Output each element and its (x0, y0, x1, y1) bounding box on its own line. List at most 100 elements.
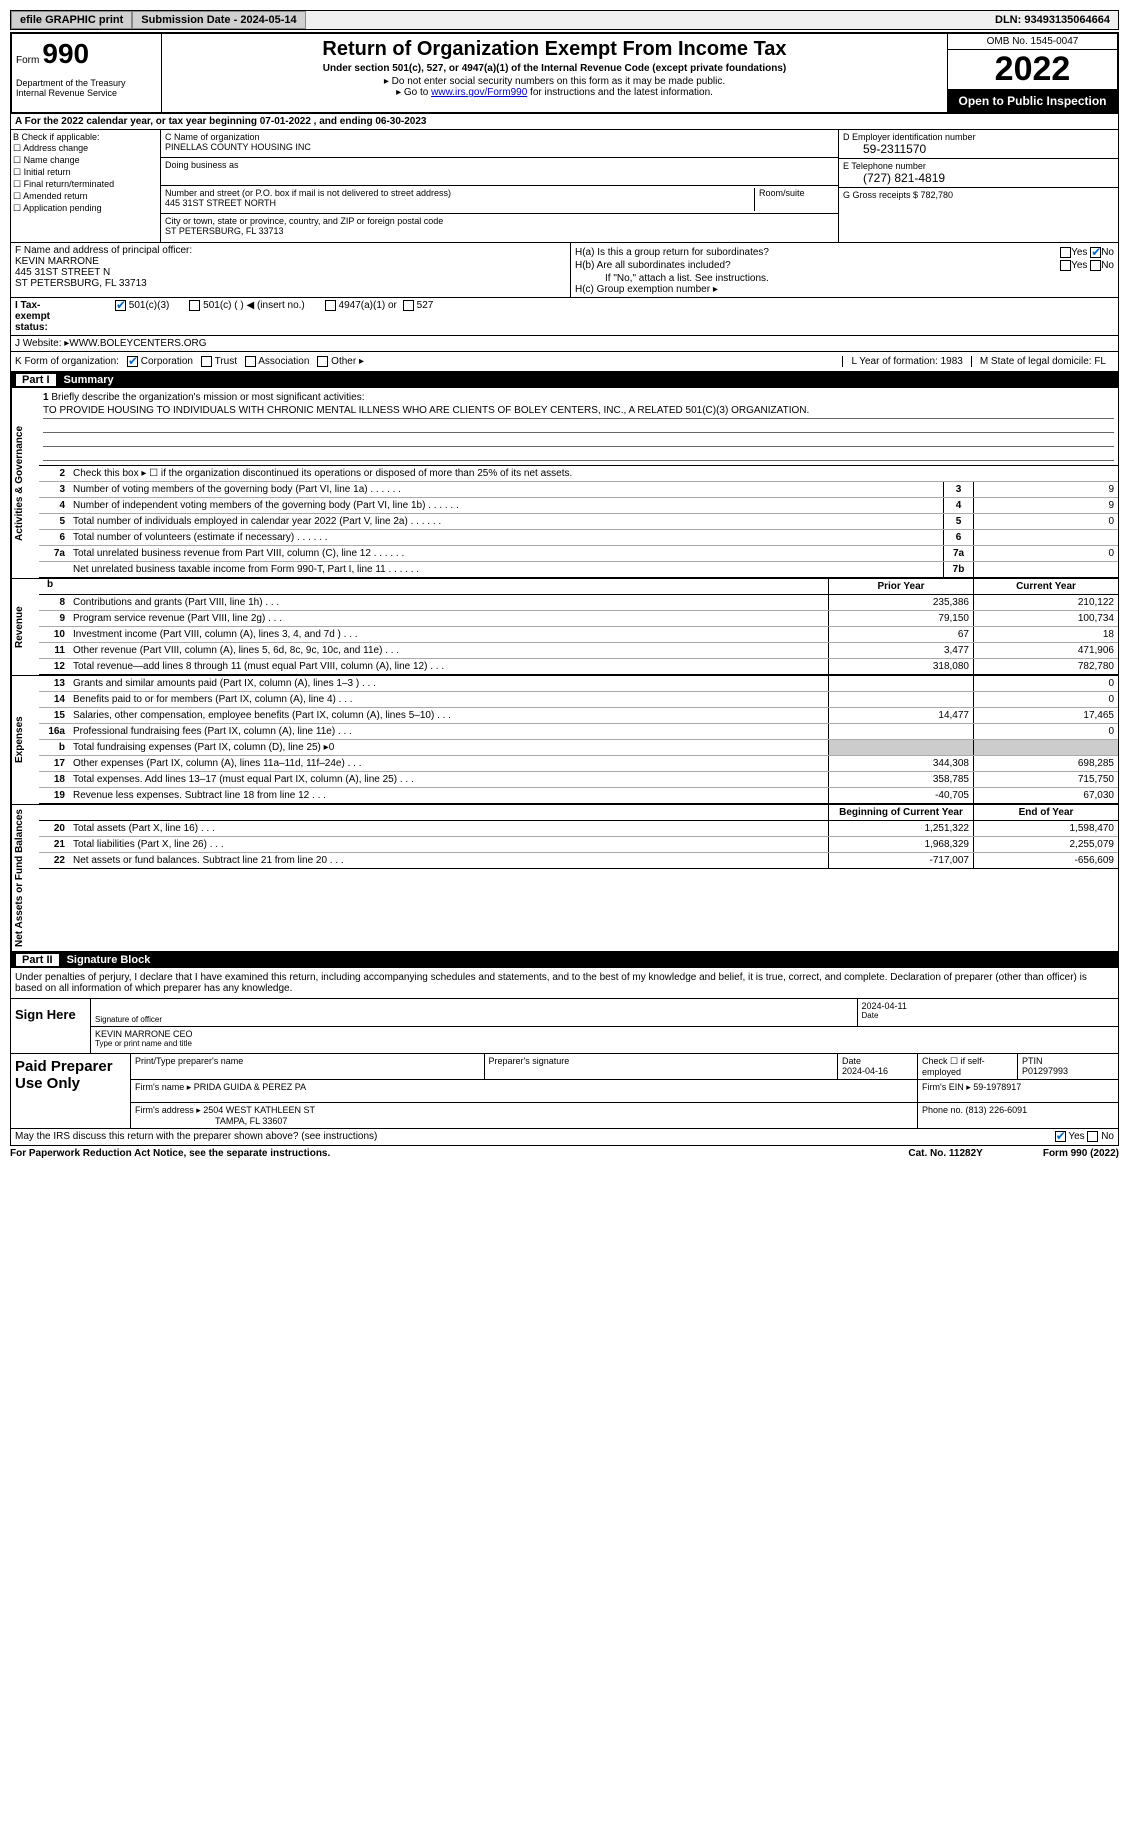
officer-signature[interactable]: Signature of officer (91, 999, 858, 1026)
dba-cell: Doing business as (161, 158, 838, 186)
mission-blank1 (43, 419, 1114, 433)
discuss-no[interactable] (1087, 1131, 1098, 1142)
form-title: Return of Organization Exempt From Incom… (166, 38, 943, 61)
section-f-h: F Name and address of principal officer:… (10, 243, 1119, 298)
efile-btn[interactable]: efile GRAPHIC print (11, 11, 132, 29)
dln-label: DLN: (995, 14, 1024, 26)
begin-year-hdr: Beginning of Current Year (828, 805, 973, 820)
prior-year-hdr: Prior Year (828, 579, 973, 594)
chk-501c3[interactable] (115, 300, 126, 311)
summary-box: Activities & Governance 1 Briefly descri… (10, 388, 1119, 952)
ha-yes[interactable] (1060, 247, 1071, 258)
rev-header: b Prior Year Current Year (39, 579, 1118, 595)
side-rev: Revenue (11, 579, 39, 675)
part1-title: Summary (64, 374, 114, 386)
city-cell: City or town, state or province, country… (161, 214, 838, 242)
form-header: Form 990 Department of the Treasury Inte… (10, 32, 1119, 114)
top-bar: efile GRAPHIC print Submission Date - 20… (10, 10, 1119, 30)
chk-amended[interactable]: ☐ Amended return (13, 191, 158, 202)
data-line: 21Total liabilities (Part X, line 26) . … (39, 837, 1118, 853)
firm-ein: Firm's EIN ▸ 59-1978917 (918, 1080, 1118, 1102)
hb-yes[interactable] (1060, 260, 1071, 271)
header-sub1: Under section 501(c), 527, or 4947(a)(1)… (166, 63, 943, 74)
footer-right: Form 990 (2022) (1043, 1148, 1119, 1159)
chk-corp[interactable] (127, 356, 138, 367)
col-f: F Name and address of principal officer:… (11, 243, 571, 297)
room-label: Room/suite (759, 188, 834, 198)
footer-left: For Paperwork Reduction Act Notice, see … (10, 1148, 908, 1159)
chk-501c[interactable] (189, 300, 200, 311)
chk-pending[interactable]: ☐ Application pending (13, 203, 158, 214)
chk-final[interactable]: ☐ Final return/terminated (13, 179, 158, 190)
ein-label: D Employer identification number (843, 132, 1114, 142)
col-b-label: B Check if applicable: (13, 132, 158, 142)
prep-sig: Preparer's signature (485, 1054, 839, 1079)
row-a-end: 06-30-2023 (375, 116, 426, 127)
data-line: 20Total assets (Part X, line 16) . . .1,… (39, 821, 1118, 837)
sig-intro: Under penalties of perjury, I declare th… (10, 968, 1119, 999)
sign-date: 2024-04-11 Date (858, 999, 1119, 1026)
chk-other[interactable] (317, 356, 328, 367)
data-line: 15Salaries, other compensation, employee… (39, 708, 1118, 724)
data-line: 19Revenue less expenses. Subtract line 1… (39, 788, 1118, 804)
dba-label: Doing business as (165, 160, 834, 170)
sign-here-block: Sign Here Signature of officer 2024-04-1… (10, 999, 1119, 1054)
city-val: ST PETERSBURG, FL 33713 (165, 226, 834, 236)
data-line: 18Total expenses. Add lines 13–17 (must … (39, 772, 1118, 788)
mission-block: 1 Briefly describe the organization's mi… (39, 388, 1118, 466)
part1-header: Part I Summary (10, 372, 1119, 388)
col-b: B Check if applicable: ☐ Address change … (11, 130, 161, 242)
header-right: OMB No. 1545-0047 2022 Open to Public In… (947, 34, 1117, 112)
header-mid: Return of Organization Exempt From Incom… (162, 34, 947, 112)
chk-initial[interactable]: ☐ Initial return (13, 167, 158, 178)
tel-cell: E Telephone number (727) 821-4819 (839, 159, 1118, 188)
chk-trust[interactable] (201, 356, 212, 367)
chk-527[interactable] (403, 300, 414, 311)
gross-label: G Gross receipts $ (843, 190, 921, 200)
net-header: Beginning of Current Year End of Year (39, 805, 1118, 821)
chk-name[interactable]: ☐ Name change (13, 155, 158, 166)
gov-line: 2Check this box ▸ ☐ if the organization … (39, 466, 1118, 482)
addr-label: Number and street (or P.O. box if mail i… (165, 188, 754, 198)
gross-cell: G Gross receipts $ 782,780 (839, 188, 1118, 216)
gov-line: 3Number of voting members of the governi… (39, 482, 1118, 498)
form-word: Form (16, 55, 39, 66)
sub-date-val: 2024-05-14 (240, 14, 296, 26)
officer-addr2: ST PETERSBURG, FL 33713 (15, 278, 566, 289)
ha-no[interactable] (1090, 247, 1101, 258)
part2-num: Part II (16, 954, 59, 966)
omb-number: OMB No. 1545-0047 (948, 34, 1117, 50)
form-number: 990 (42, 38, 89, 69)
sub-date-label: Submission Date - (141, 14, 240, 26)
irs-link[interactable]: www.irs.gov/Form990 (431, 87, 527, 98)
chk-address[interactable]: ☐ Address change (13, 143, 158, 154)
discuss-text: May the IRS discuss this return with the… (15, 1131, 1055, 1142)
sub3-pre: ▸ Go to (396, 87, 431, 98)
mission-text: TO PROVIDE HOUSING TO INDIVIDUALS WITH C… (43, 403, 1114, 419)
data-line: 8Contributions and grants (Part VIII, li… (39, 595, 1118, 611)
data-line: bTotal fundraising expenses (Part IX, co… (39, 740, 1118, 756)
row-i-label: I Tax-exempt status: (15, 300, 55, 333)
chk-assoc[interactable] (245, 356, 256, 367)
firm-name: Firm's name ▸ PRIDA GUIDA & PEREZ PA (131, 1080, 918, 1102)
data-line: 9Program service revenue (Part VIII, lin… (39, 611, 1118, 627)
row-k: K Form of organization: Corporation Trus… (10, 352, 1119, 372)
ha-label: H(a) Is this a group return for subordin… (575, 247, 1060, 258)
hb-no[interactable] (1090, 260, 1101, 271)
discuss-yes[interactable] (1055, 1131, 1066, 1142)
part1-num: Part I (16, 374, 56, 386)
col-d: D Employer identification number 59-2311… (838, 130, 1118, 242)
dept-text: Department of the Treasury Internal Reve… (16, 78, 157, 98)
sub-date-btn: Submission Date - 2024-05-14 (132, 11, 305, 29)
chk-4947[interactable] (325, 300, 336, 311)
row-a-begin: 07-01-2022 (260, 116, 311, 127)
data-line: 10Investment income (Part VIII, column (… (39, 627, 1118, 643)
firm-phone: Phone no. (813) 226-6091 (918, 1103, 1118, 1128)
row-i: I Tax-exempt status: 501(c)(3) 501(c) ( … (10, 298, 1119, 336)
mission-label: Briefly describe the organization's miss… (51, 392, 364, 403)
side-net: Net Assets or Fund Balances (11, 805, 39, 951)
data-line: 22Net assets or fund balances. Subtract … (39, 853, 1118, 869)
paid-preparer-block: Paid Preparer Use Only Print/Type prepar… (10, 1054, 1119, 1129)
part2-title: Signature Block (67, 954, 151, 966)
org-name-label: C Name of organization (165, 132, 834, 142)
